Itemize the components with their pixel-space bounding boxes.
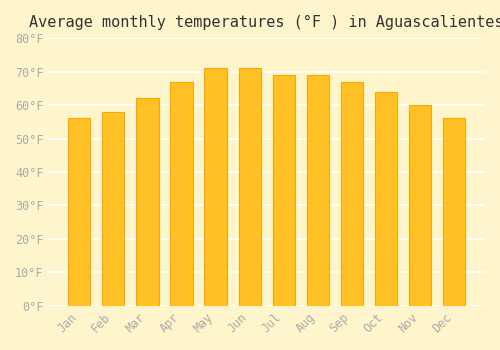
Bar [68,118,90,306]
Bar [341,82,363,306]
Bar [443,118,465,306]
Bar [204,68,227,306]
Bar [306,75,329,306]
Bar [238,68,260,306]
Bar [102,112,124,306]
Title: Average monthly temperatures (°F ) in Aguascalientes: Average monthly temperatures (°F ) in Ag… [30,15,500,30]
Bar [375,92,397,306]
Bar [170,82,192,306]
Bar [272,75,295,306]
Bar [409,105,431,306]
Bar [136,98,158,306]
